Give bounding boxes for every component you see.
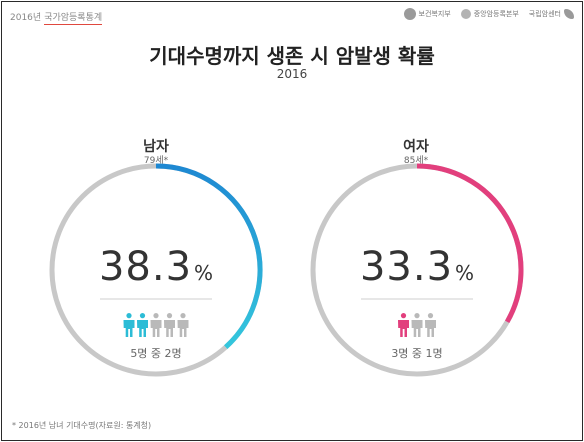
male-percent: 38.3% — [56, 244, 256, 290]
logo-ministry: 보건복지부 — [403, 8, 451, 20]
chart-title: 기대수명까지 생존 시 암발생 확률 — [149, 44, 435, 68]
logo-registry-label: 중앙암등록본부 — [473, 10, 519, 18]
header-source-name: 국가암등록통계 — [44, 13, 103, 25]
male-ring-arc — [155, 163, 263, 349]
registry-emblem-icon — [460, 9, 471, 19]
male-label: 남자 — [143, 139, 169, 155]
ministry-emblem-icon — [403, 8, 416, 20]
female-ring-arc — [416, 163, 524, 324]
person-icon — [150, 313, 162, 337]
logo-bar: 보건복지부 중앙암등록본부 국립암센터 — [403, 8, 574, 20]
logo-cancer-center-label: 국립암센터 — [528, 10, 561, 18]
header-source: 2016년 국가암등록통계 — [10, 10, 103, 25]
person-highlight-icon — [137, 313, 148, 337]
person-icon — [177, 313, 189, 337]
leaf-icon — [564, 9, 574, 19]
male-percent-unit: % — [194, 261, 214, 285]
person-icon — [425, 313, 436, 337]
male-percent-value: 38.3 — [98, 244, 193, 290]
female-people-icons — [398, 313, 436, 337]
female-ratio: 3명 중 1명 — [391, 347, 443, 360]
male-people-icons — [123, 313, 189, 337]
male-age: 79세* — [143, 156, 169, 166]
male-ratio: 5명 중 2명 — [130, 347, 182, 360]
person-icon — [411, 313, 423, 337]
female-percent: 33.3% — [317, 244, 517, 290]
person-icon — [164, 313, 175, 337]
chart-subtitle: 2016 — [276, 67, 308, 81]
header-year: 2016년 — [10, 13, 42, 23]
female-percent-value: 33.3 — [359, 244, 454, 290]
female-age: 85세* — [403, 156, 429, 166]
female-percent-unit: % — [455, 261, 475, 285]
logo-cancer-center: 국립암센터 — [529, 9, 574, 19]
logo-ministry-label: 보건복지부 — [418, 10, 451, 18]
footnote: * 2016년 남녀 기대수명(자료원: 통계청) — [12, 421, 152, 430]
person-highlight-icon — [123, 313, 135, 337]
female-label: 여자 — [403, 139, 429, 155]
logo-registry: 중앙암등록본부 — [460, 9, 519, 19]
person-highlight-icon — [398, 313, 409, 337]
